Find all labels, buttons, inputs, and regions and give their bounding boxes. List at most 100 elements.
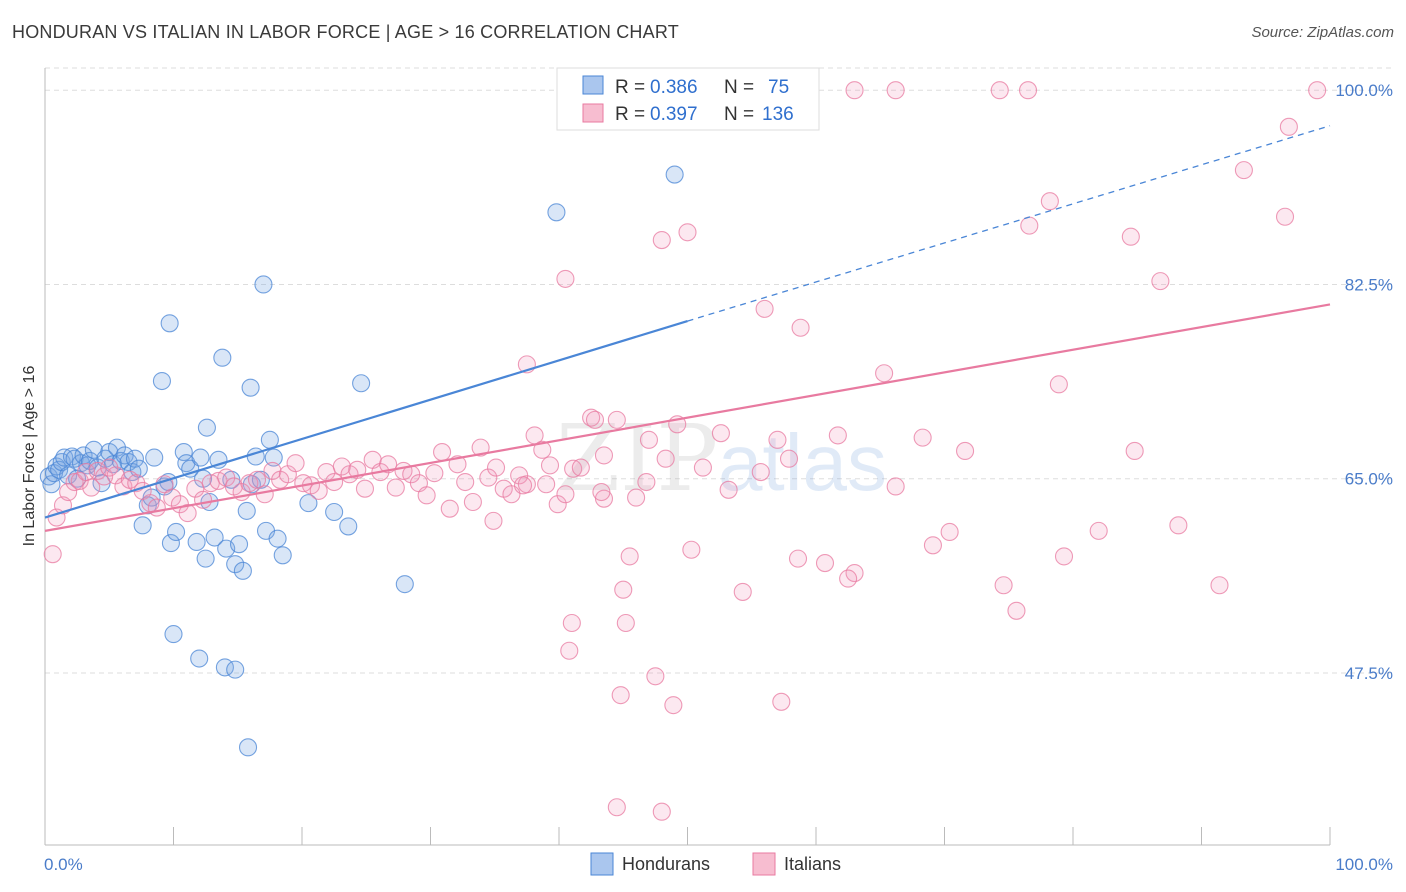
hondurans-point-45	[205, 528, 224, 547]
italians-point-19	[163, 488, 182, 507]
legend-r-label-hondurans: R =	[615, 77, 645, 98]
italians-point-106	[1125, 441, 1144, 461]
hondurans-point-65	[190, 649, 209, 668]
hondurans-point-60	[268, 529, 287, 548]
hondurans-point-31	[145, 448, 164, 467]
italians-point-85	[733, 582, 752, 601]
hondurans-point-36	[167, 522, 186, 542]
italians-point-71	[564, 459, 583, 478]
italians-point-100	[1007, 601, 1026, 620]
italians-point-93	[875, 364, 894, 383]
bottom-legend-swatch-italians	[752, 852, 776, 876]
hondurans-point-75	[395, 575, 414, 594]
italians-point-140	[560, 641, 579, 660]
italians-point-94	[886, 477, 905, 496]
italians-point-0	[43, 545, 62, 564]
italians-point-2	[53, 496, 73, 515]
italians-point-127	[611, 686, 630, 705]
italians-point-124	[646, 667, 665, 686]
hondurans-point-73	[339, 517, 358, 536]
x-tick-marks	[173, 827, 1331, 845]
italians-point-72	[571, 458, 590, 477]
italians-point-17	[147, 498, 166, 517]
italians-trend-line	[44, 303, 1331, 532]
italians-point-55	[440, 499, 459, 518]
hondurans-point-41	[191, 448, 210, 467]
hondurans-point-51	[229, 535, 249, 554]
italians-point-88	[779, 449, 799, 468]
italians-point-128	[637, 472, 656, 492]
italians-point-138	[1018, 81, 1038, 100]
hondurans-point-14	[80, 451, 100, 470]
watermark-zip: ZIP	[556, 405, 718, 512]
legend-swatch-hondurans	[582, 75, 604, 95]
y-tick-label-1: 65.0%	[1345, 470, 1393, 489]
stats-legend: R = 0.386 N = 75 R = 0.397 N = 136	[556, 67, 820, 131]
italians-point-129	[513, 476, 533, 495]
y-tick-label-2: 82.5%	[1345, 275, 1393, 294]
italians-point-52	[417, 486, 436, 505]
italians-point-111	[1275, 207, 1295, 226]
italians-point-84	[719, 480, 738, 499]
italians-point-67	[533, 440, 552, 459]
italians-point-96	[923, 536, 942, 555]
italians-point-38	[309, 481, 328, 500]
hondurans-point-64	[196, 549, 215, 568]
grid-lines	[45, 67, 1393, 674]
legend-n-value-italians: 136	[762, 104, 794, 125]
hondurans-trend-extension	[687, 125, 1331, 322]
italians-point-95	[913, 428, 932, 447]
italians-point-53	[425, 464, 444, 483]
italians-point-83	[711, 424, 730, 443]
hondurans-point-30	[142, 488, 161, 507]
italians-point-116	[614, 580, 633, 599]
italians-point-109	[1210, 576, 1229, 595]
italians-point-47	[379, 455, 398, 474]
italians-point-143	[839, 569, 858, 588]
hondurans-point-77	[665, 165, 684, 184]
italians-point-9	[95, 467, 114, 486]
italians-point-99	[994, 576, 1013, 595]
italians-point-110	[1234, 161, 1253, 180]
italians-point-123	[664, 696, 683, 715]
y-tick-label-3: 100.0%	[1335, 81, 1393, 100]
y-tick-labels: 47.5% 65.0% 82.5% 100.0%	[1335, 81, 1393, 683]
italians-point-41	[332, 457, 351, 476]
italians-point-68	[540, 456, 560, 475]
italians-point-126	[616, 613, 635, 633]
italians-point-103	[1049, 375, 1068, 394]
italians-point-130	[484, 511, 503, 530]
watermark: ZIP atlas	[556, 405, 887, 512]
italians-point-86	[751, 462, 770, 482]
italians-point-101	[1020, 216, 1039, 235]
hondurans-point-1	[42, 475, 61, 494]
hondurans-point-50	[226, 555, 245, 574]
italians-point-117	[652, 231, 671, 250]
hondurans-point-71	[299, 494, 318, 513]
italians-point-132	[652, 802, 671, 821]
bottom-legend-swatch-hondurans	[590, 852, 614, 876]
italians-point-122	[592, 482, 611, 502]
italians-point-120	[791, 318, 810, 337]
italians-point-44	[355, 479, 375, 498]
italians-point-90	[815, 554, 835, 573]
hondurans-point-26	[125, 449, 144, 468]
italians-point-48	[386, 478, 405, 497]
hondurans-point-74	[352, 374, 371, 393]
italians-point-59	[471, 438, 490, 457]
legend-swatch-italians	[582, 103, 604, 123]
italians-point-107	[1151, 272, 1170, 291]
italians-point-30	[247, 470, 267, 489]
hondurans-point-28	[133, 516, 152, 535]
hondurans-point-35	[161, 534, 180, 553]
italians-point-79	[656, 449, 675, 468]
italians-point-78	[639, 430, 659, 449]
italians-point-118	[678, 223, 697, 242]
y-tick-label-0: 47.5%	[1345, 664, 1393, 683]
hondurans-point-8	[62, 447, 82, 466]
italians-point-91	[828, 426, 847, 445]
italians-point-60	[479, 468, 498, 487]
italians-point-87	[768, 430, 787, 449]
hondurans-point-21	[107, 438, 127, 457]
